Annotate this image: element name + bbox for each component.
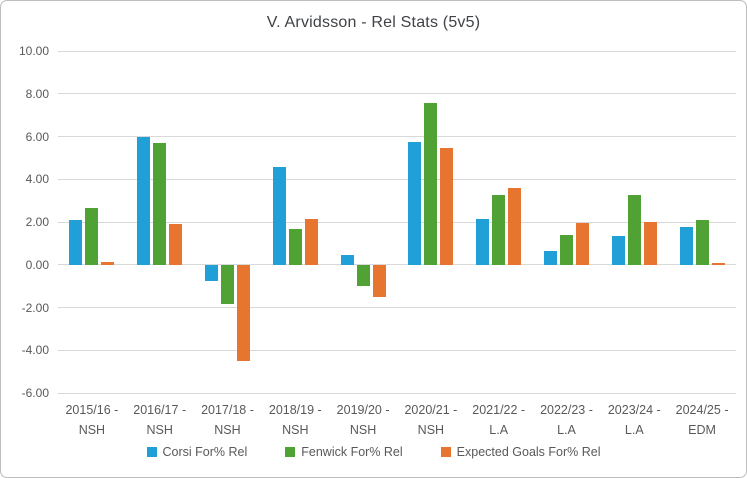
bar-corsi-0[interactable]	[69, 219, 83, 265]
bar-xg-6[interactable]	[508, 187, 522, 265]
bar-xg-5[interactable]	[440, 148, 454, 265]
gridline--4	[58, 349, 736, 351]
bar-group-2023-24-l-a	[600, 51, 668, 393]
y-tick-label--2: -2.00	[21, 300, 49, 315]
legend-item-corsi[interactable]: Corsi For% Rel	[146, 445, 248, 459]
bar-corsi-1[interactable]	[137, 136, 151, 265]
x-axis-label-0: 2015/16 - NSH	[65, 403, 119, 437]
x-axis-label-9: 2024/25 - EDM	[675, 403, 729, 437]
x-axis-label-3: 2018/19 - NSH	[268, 403, 322, 437]
bar-fenwick-0[interactable]	[85, 208, 99, 265]
y-tick-label-10: 10.00	[18, 44, 49, 58]
bar-fenwick-7[interactable]	[559, 234, 573, 265]
bar-fenwick-3[interactable]	[288, 229, 302, 265]
bar-fenwick-2[interactable]	[220, 264, 234, 305]
bar-xg-2[interactable]	[236, 264, 250, 361]
x-axis-label-5: 2020/21 - NSH	[404, 403, 458, 437]
bar-group-2020-21-nsh	[397, 51, 465, 393]
y-tick-label-4: 4.00	[25, 172, 49, 187]
y-tick-label--6: -6.00	[21, 386, 49, 400]
bar-group-2015-16-nsh	[58, 51, 126, 393]
bar-group-2016-17-nsh	[126, 51, 194, 393]
y-tick-label-2: 2.00	[25, 215, 49, 229]
legend-item-fenwick[interactable]: Fenwick For% Rel	[285, 445, 403, 459]
bar-fenwick-5[interactable]	[424, 103, 438, 265]
bar-group-2019-20-nsh	[329, 51, 397, 393]
bar-corsi-2[interactable]	[204, 264, 218, 281]
gridline-8	[58, 93, 736, 95]
bar-xg-9[interactable]	[711, 262, 725, 265]
bar-group-2017-18-nsh	[194, 51, 262, 393]
legend-swatch-icon-fenwick	[285, 447, 296, 457]
x-axis-labels: 2015/16 - NSH 2016/17 - NSH 2017/18 - NSH 2018…	[58, 400, 736, 440]
bar-xg-1[interactable]	[169, 224, 183, 265]
x-axis-label-6: 2021/22 - L.A	[472, 403, 526, 437]
x-axis-label-4: 2019/20 - NSH	[336, 403, 390, 437]
gridline--6	[58, 392, 736, 394]
bar-xg-8[interactable]	[643, 222, 657, 265]
legend-label-corsi: Corsi For% Rel	[162, 445, 248, 459]
plot-area	[58, 50, 736, 394]
bar-xg-4[interactable]	[372, 264, 386, 297]
x-axis-label-7: 2022/23 - L.A	[540, 403, 593, 437]
chart-title: V. Arvidsson - Rel Stats (5v5)	[266, 14, 481, 31]
gridline-4	[58, 178, 736, 180]
bar-corsi-9[interactable]	[679, 227, 693, 265]
bar-fenwick-4[interactable]	[356, 264, 370, 287]
x-axis-label-1: 2016/17 - NSH	[133, 403, 187, 437]
bar-group-2022-23-l-a	[533, 51, 601, 393]
gridline-6	[58, 136, 736, 137]
bar-corsi-3[interactable]	[272, 167, 286, 265]
gridline--2	[58, 307, 736, 308]
gridline-0	[58, 264, 736, 266]
bar-xg-3[interactable]	[304, 218, 318, 265]
y-tick-label-8: 8.00	[25, 86, 49, 101]
legend-swatch-icon-xg	[440, 447, 451, 457]
y-tick-label--4: -4.00	[21, 343, 49, 358]
gridline-2	[58, 221, 736, 223]
bar-xg-0[interactable]	[101, 261, 115, 265]
legend-swatch-icon-corsi	[146, 447, 157, 457]
x-axis-label-2: 2017/18 - NSH	[201, 403, 254, 437]
bar-fenwick-1[interactable]	[153, 142, 167, 265]
bar-corsi-4[interactable]	[340, 255, 354, 265]
bar-corsi-5[interactable]	[408, 141, 422, 265]
legend-label-xg: Expected Goals For% Rel	[456, 445, 601, 459]
x-axis-label-8: 2023/24 - L.A	[607, 403, 661, 437]
y-tick-label-0: 0.00	[25, 257, 49, 272]
bar-groups	[58, 51, 736, 393]
bar-group-2018-19-nsh	[261, 51, 329, 393]
bar-fenwick-6[interactable]	[492, 195, 506, 265]
legend-label-fenwick: Fenwick For% Rel	[301, 445, 403, 459]
y-tick-label-6: 6.00	[25, 129, 49, 144]
bar-group-2021-22-l-a	[465, 51, 533, 393]
bar-corsi-7[interactable]	[543, 250, 557, 265]
legend-item-xg[interactable]: Expected Goals For% Rel	[440, 445, 601, 459]
bar-fenwick-9[interactable]	[695, 219, 709, 265]
bar-xg-7[interactable]	[575, 223, 589, 265]
legend: Corsi For% Rel Fenwick For% Rel Expected G…	[1, 445, 746, 459]
bar-corsi-8[interactable]	[611, 235, 625, 265]
bar-fenwick-8[interactable]	[627, 195, 641, 265]
gridline-10	[58, 50, 736, 52]
bar-group-2024-25-edm	[668, 51, 736, 393]
bar-corsi-6[interactable]	[476, 218, 490, 265]
